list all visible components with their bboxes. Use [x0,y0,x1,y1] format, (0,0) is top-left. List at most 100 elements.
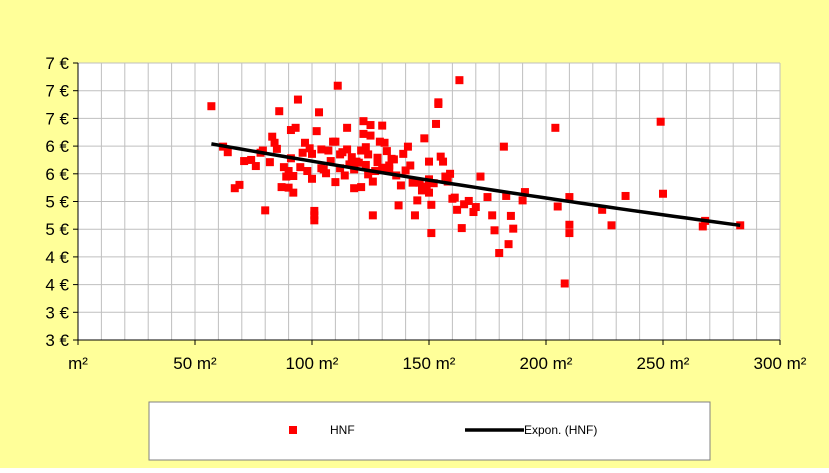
data-point [736,221,745,230]
data-point [223,148,232,157]
data-point [509,224,518,233]
data-point [265,158,274,167]
data-point [560,279,569,288]
legend-box [148,401,711,461]
data-point [235,180,244,189]
data-point [455,76,464,85]
y-tick-label: 4 € [45,276,69,295]
data-point [441,172,450,181]
data-point [364,150,373,159]
data-point [368,177,377,186]
data-point [382,147,391,156]
data-point [207,102,216,111]
data-point [333,81,342,90]
data-point [277,183,286,192]
data-point [518,196,527,205]
legend-trendline-label: Expon. (HNF) [524,423,597,437]
data-point [490,226,499,235]
y-tick-label: 4 € [45,248,69,267]
data-point [326,157,335,166]
x-tick-label: 300 m² [754,354,807,373]
data-point [659,189,667,198]
data-point [357,146,366,155]
data-point [322,169,331,178]
data-point [488,211,497,220]
data-point [385,161,394,170]
data-point [296,163,305,172]
data-point [240,157,249,166]
data-point [434,98,443,107]
legend-hnf-marker [289,426,297,434]
data-point [598,205,607,214]
data-point [378,121,387,130]
data-point [347,153,356,162]
data-point [343,123,352,132]
y-tick-label: 7 € [45,109,69,128]
data-point [361,160,370,169]
data-point [293,95,302,104]
data-point [268,132,277,141]
data-point [366,121,375,130]
data-point [436,152,445,161]
y-tick-label: 3 € [45,331,69,350]
data-point [457,224,466,233]
data-point [429,179,438,188]
data-point [375,137,384,146]
data-point [446,169,455,178]
data-point [275,107,284,116]
data-point [565,229,574,238]
data-point [286,126,295,135]
y-tick-label: 3 € [45,303,69,322]
x-tick-labels: m² 50 m² 100 m² 150 m² 200 m² 250 m² 300 m² [68,340,807,373]
data-point [291,123,300,132]
data-point [607,221,616,230]
x-tick-label: m² [68,354,88,373]
data-point [300,138,309,147]
data-point [698,222,707,231]
data-point [340,171,349,180]
data-point [298,148,307,157]
legend-hnf-label: HNF [330,423,355,437]
data-point [284,183,293,192]
y-tick-label: 5 € [45,220,69,239]
data-point [389,155,398,164]
data-point [350,184,359,193]
data-point [251,162,260,171]
data-point [427,229,436,238]
data-point [415,178,424,187]
data-point [427,200,436,209]
data-point [565,220,574,229]
data-point [406,161,415,170]
data-point [303,167,312,176]
data-point [520,188,529,197]
data-point [261,206,270,215]
data-point [403,142,412,151]
data-point [289,172,298,181]
data-point [331,178,340,187]
data-point [464,196,473,205]
data-point [476,172,485,181]
data-point [471,203,480,212]
data-point [656,117,665,126]
data-point [420,134,429,143]
data-point [422,182,431,191]
data-point [469,208,478,217]
data-point [368,211,377,220]
data-point [317,145,326,154]
data-point [553,202,562,211]
x-tick-label: 200 m² [520,354,573,373]
x-tick-label: 150 m² [403,354,456,373]
data-point [504,240,513,249]
data-point [495,249,504,258]
data-point [502,191,511,200]
data-point [305,144,314,153]
data-point [359,117,368,126]
data-point [380,138,389,147]
data-point [289,188,298,197]
data-point [396,181,405,190]
data-point [270,138,279,147]
data-point [359,129,368,138]
data-point [357,183,366,192]
data-point [331,137,340,146]
